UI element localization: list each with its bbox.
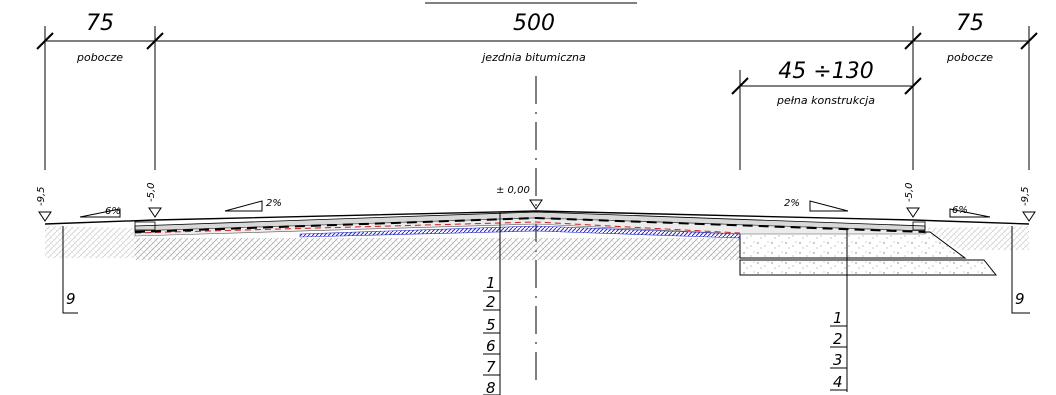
blue-reinforcement-layer [299, 225, 741, 239]
right-ditch-ref: 9 [1011, 226, 1030, 314]
axis-layer-ref: 1 [486, 274, 496, 292]
ground-hatch-right [925, 226, 1029, 250]
right-layer-stack: 1 2 3 4 [830, 229, 848, 392]
svg-text:-5,0: -5,0 [146, 182, 157, 202]
road-surface-line [44, 210, 1030, 225]
right-layer-ref: 4 [833, 373, 843, 391]
elevation-marker-axis: ± 0,00 [496, 185, 543, 210]
left-ditch-ref: 9 [62, 226, 78, 314]
svg-text:6%: 6% [105, 206, 121, 217]
dimension-line-full-construction [731, 70, 922, 170]
elevation-marker-right-road-edge: -5,0 [904, 182, 920, 218]
elevation-marker-left-road-edge: -5,0 [146, 182, 162, 218]
svg-text:± 0,00: ± 0,00 [496, 185, 530, 196]
axis-layer-ref: 5 [486, 316, 496, 334]
dimension-line-main [36, 26, 1038, 170]
red-geotextile-line [134, 221, 741, 234]
svg-text:2%: 2% [266, 198, 282, 209]
right-layer-ref: 3 [833, 351, 843, 369]
svg-text:-5,0: -5,0 [904, 182, 915, 202]
axis-layer-stack: 1 2 5 6 7 8 [483, 212, 501, 395]
full-construction-label: pełna konstrukcja [776, 94, 875, 107]
left-shoulder-label: pobocze [76, 51, 123, 64]
elevation-marker-right-edge: -9,5 [1020, 186, 1036, 222]
slope-indicator-right-shoulder: 6% [949, 205, 991, 218]
axis-layer-ref: 2 [486, 293, 496, 311]
svg-text:-9,5: -9,5 [1020, 186, 1031, 206]
roadway-label: jezdnia bitumiczna [480, 51, 586, 64]
right-layer-ref: 2 [833, 330, 843, 348]
right-layer-ref: 1 [833, 309, 843, 327]
subgrade-hatch [135, 238, 740, 260]
elevation-marker-left-edge: -9,5 [36, 186, 52, 222]
dashed-layer-boundary [134, 216, 926, 233]
svg-text:9: 9 [1015, 290, 1025, 308]
right-curb [912, 221, 926, 231]
axis-layer-ref: 6 [486, 337, 496, 355]
full-construction-bottom-layer [739, 259, 998, 276]
svg-text:6%: 6% [952, 205, 968, 216]
roadway-width: 500 [513, 11, 555, 36]
slope-indicator-left-shoulder: 6% [79, 206, 121, 218]
right-shoulder-width: 75 [956, 11, 984, 36]
right-shoulder-label: pobocze [946, 51, 993, 64]
full-construction-width: 45 ÷130 [778, 59, 873, 84]
svg-text:9: 9 [66, 290, 76, 308]
axis-layer-ref: 8 [486, 379, 496, 395]
ground-hatch-left [45, 226, 135, 258]
slope-indicator-right-roadway: 2% [784, 198, 849, 212]
axis-layer-ref: 7 [486, 358, 496, 376]
svg-text:-9,5: -9,5 [36, 186, 47, 206]
svg-text:2%: 2% [784, 198, 800, 209]
left-curb [134, 221, 156, 231]
full-construction-block [739, 231, 967, 259]
left-shoulder-width: 75 [86, 11, 114, 36]
slope-indicator-left-roadway: 2% [224, 198, 282, 212]
